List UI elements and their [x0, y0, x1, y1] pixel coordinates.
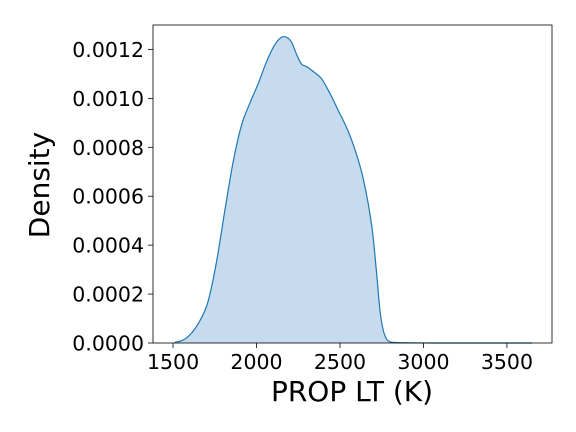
y-axis-ticks: 0.0000 0.0002 0.0004 0.0006 0.0008 0.0010 0.00… [72, 38, 153, 356]
plot-frame [152, 24, 553, 344]
x-tick-label: 3500 [481, 350, 533, 374]
y-tick-label: 0.0006 [72, 185, 144, 209]
x-tick-label: 2000 [230, 350, 282, 374]
x-tick-label: 1500 [147, 350, 199, 374]
y-tick-label: 0.0008 [72, 136, 144, 160]
y-tick-label: 0.0010 [72, 87, 144, 111]
x-tick-label: 2500 [314, 350, 366, 374]
y-axis-label: Density [23, 132, 56, 238]
y-tick-label: 0.0000 [72, 332, 144, 356]
y-tick-label: 0.0002 [72, 283, 144, 307]
density-area [174, 36, 532, 344]
y-tick-label: 0.0012 [72, 38, 144, 62]
y-tick-label: 0.0004 [72, 234, 144, 258]
x-tick-label: 3000 [397, 350, 449, 374]
x-axis-label: PROP LT (K) [271, 375, 433, 408]
x-axis-ticks: 1500 2000 2500 3000 3500 [147, 343, 533, 374]
